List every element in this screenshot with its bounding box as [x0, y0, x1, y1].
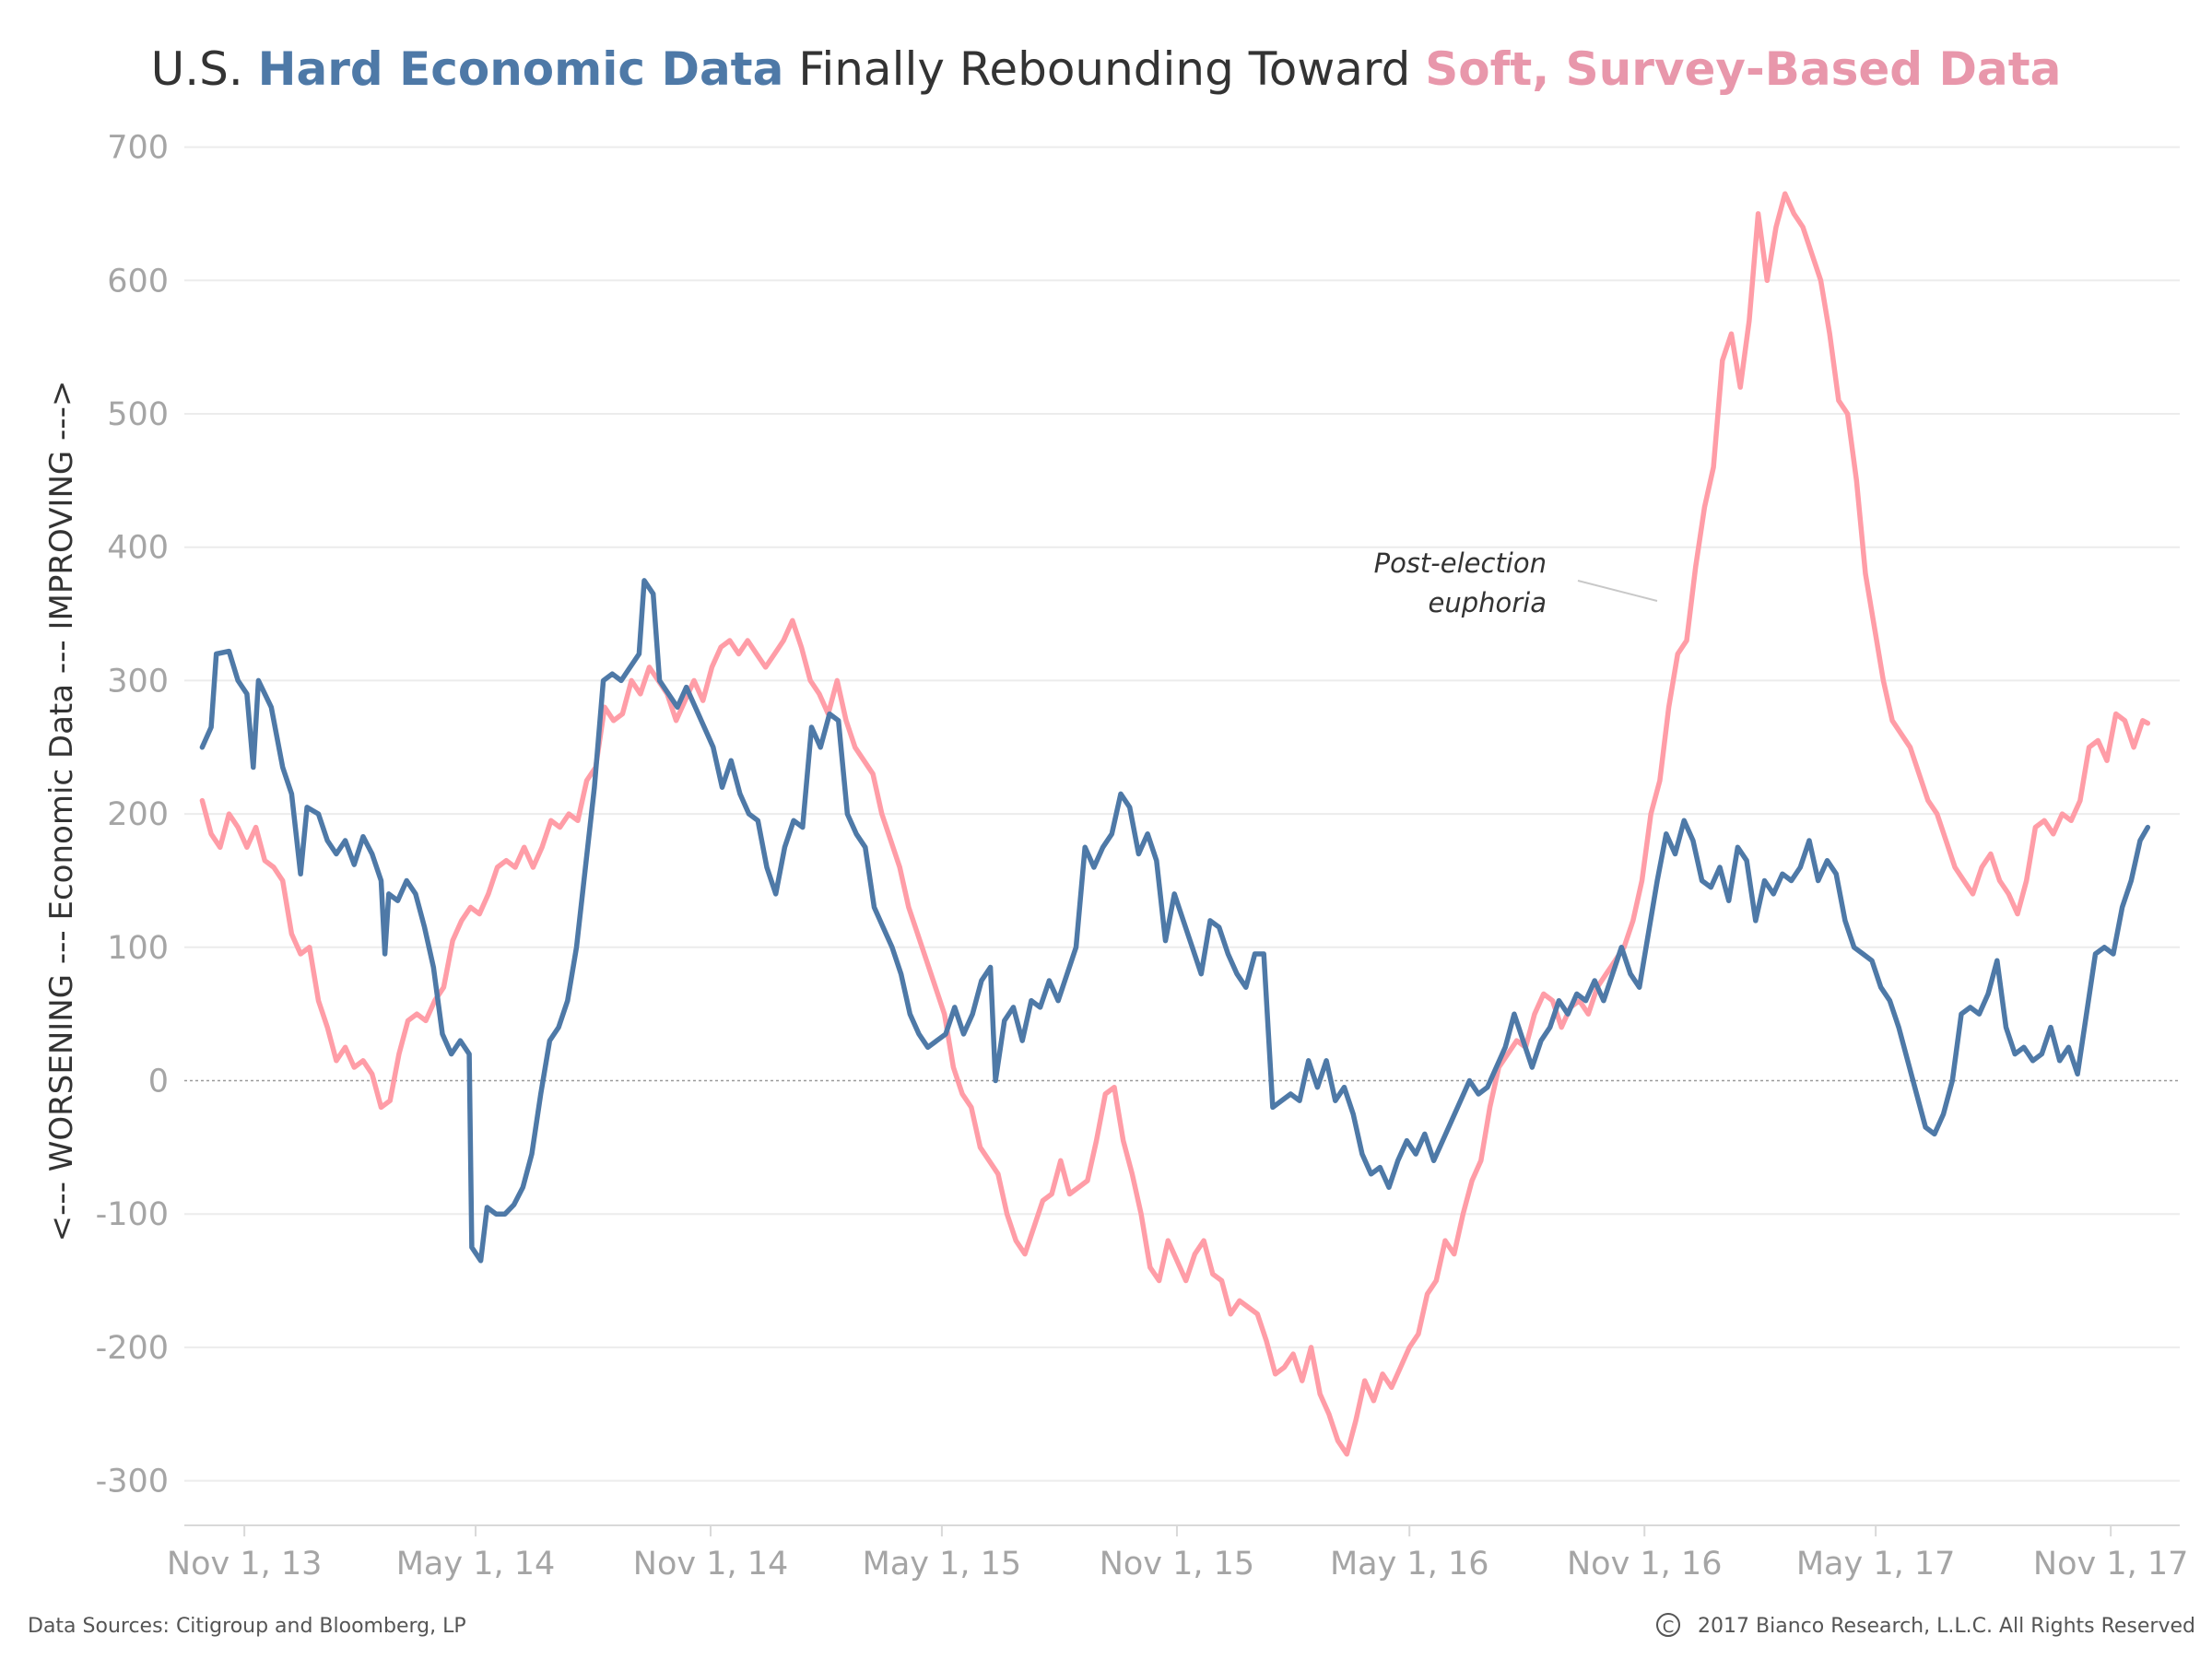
y-tick-label: 700	[107, 130, 169, 167]
title-prefix: U.S.	[151, 42, 258, 96]
y-tick-label: 600	[107, 263, 169, 300]
x-tick-label: May 1, 17	[1796, 1546, 1956, 1583]
annotation-line-1: Post-election	[1374, 547, 1547, 579]
y-tick-label: 200	[107, 796, 169, 833]
y-tick-label: 500	[107, 396, 169, 433]
series-line-hard-data	[199, 578, 2151, 1264]
x-tick-label: Nov 1, 17	[2033, 1546, 2189, 1583]
x-tick-label: May 1, 14	[396, 1546, 556, 1583]
y-tick-label: -100	[96, 1196, 169, 1233]
x-axis: Nov 1, 13 May 1, 14 Nov 1, 14 May 1, 15 Nov …	[167, 1524, 2189, 1583]
annotation-post-election: Post-election euphoria	[1374, 547, 1658, 618]
y-axis-label: <--- WORSENING --- Economic Data --- IMP…	[43, 381, 80, 1242]
title-middle: Finally Rebounding Toward	[783, 42, 1425, 96]
x-tick-label: Nov 1, 16	[1567, 1546, 1723, 1583]
y-tick-label: 400	[107, 530, 169, 567]
series-line-soft-data	[199, 191, 2151, 1457]
y-axis-ticks: 700 600 500 400 300 200 100 0 -100 -200 -300	[96, 130, 169, 1500]
y-tick-label: 100	[107, 930, 169, 967]
title-hard-data: Hard Economic Data	[258, 42, 784, 96]
copyright: C 2017 Bianco Research, L.L.C. All Right…	[1656, 1613, 2195, 1638]
chart-title: U.S. Hard Economic Data Finally Reboundi…	[151, 42, 2062, 96]
title-soft-data: Soft, Survey-Based Data	[1425, 42, 2061, 96]
x-tick-label: Nov 1, 15	[1100, 1546, 1255, 1583]
series-lines	[199, 191, 2151, 1457]
x-tick-label: May 1, 16	[1330, 1546, 1489, 1583]
y-tick-label: 300	[107, 663, 169, 700]
x-tick-label: Nov 1, 13	[167, 1546, 323, 1583]
annotation-line-2: euphoria	[1428, 587, 1547, 618]
data-source: Data Sources: Citigroup and Bloomberg, L…	[28, 1615, 466, 1638]
gridlines	[184, 146, 2180, 1482]
copyright-text: 2017 Bianco Research, L.L.C. All Rights …	[1698, 1615, 2195, 1638]
copyright-icon-glyph: C	[1663, 1618, 1675, 1637]
y-tick-label: -300	[96, 1464, 169, 1500]
y-tick-label: 0	[148, 1064, 169, 1100]
x-tick-label: May 1, 15	[863, 1546, 1022, 1583]
annotation-leader	[1577, 580, 1658, 602]
y-tick-label: -200	[96, 1330, 169, 1367]
copyright-icon	[1656, 1613, 1680, 1637]
x-tick-label: Nov 1, 14	[633, 1546, 789, 1583]
